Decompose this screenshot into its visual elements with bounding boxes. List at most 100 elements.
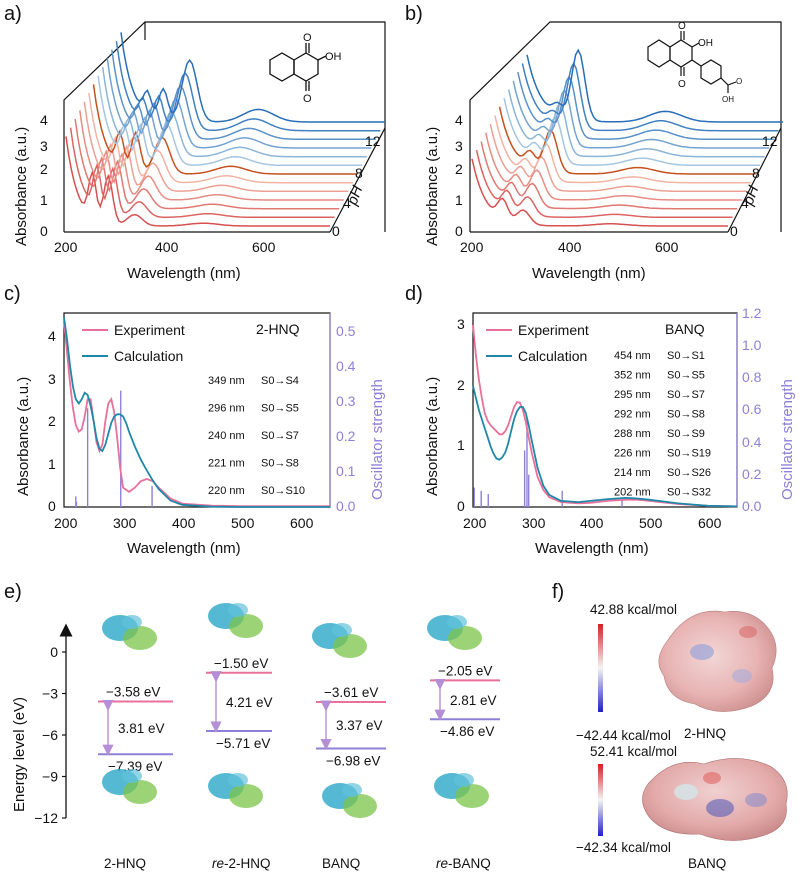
panel-d-y2tick: 1.0 xyxy=(742,337,762,353)
esp-min-2-hnq: −42.44 kcal/mol xyxy=(576,728,671,743)
panel-d-letter: d) xyxy=(405,283,423,305)
legend-calculation-label: Calculation xyxy=(518,348,587,364)
lumo-label: −3.61 eV xyxy=(324,685,378,700)
panel-c-y2tick: 0.3 xyxy=(336,393,356,409)
column-name: 2-HNQ xyxy=(104,856,146,871)
series-experiment xyxy=(63,321,330,508)
esp-colorbar-banq xyxy=(598,764,603,836)
panel-d-xlabel: Wavelength (nm) xyxy=(535,540,649,557)
panel-b-z-axis xyxy=(727,127,782,233)
transition-wavelength: 240 nm xyxy=(208,430,245,442)
orbital-lobe xyxy=(229,614,263,638)
panel-b-frame xyxy=(469,21,782,232)
svg-text:O: O xyxy=(303,93,312,105)
panel-c-plot xyxy=(63,317,330,508)
waterfall-series xyxy=(97,75,363,167)
transition-label: S0→S9 xyxy=(667,428,705,440)
waterfall-series xyxy=(521,61,779,132)
panel-b-ztick: 12 xyxy=(762,133,778,149)
column-name: re-2-HNQ xyxy=(212,856,271,871)
panel-c-y2tick: 0.5 xyxy=(336,323,356,339)
esp-compound-2-hnq: 2-HNQ xyxy=(684,726,726,741)
orbital-lobe xyxy=(122,769,142,783)
waterfall-series xyxy=(83,101,349,193)
transition-wavelength: 295 nm xyxy=(614,389,651,401)
panel-c-xtick: 400 xyxy=(172,515,196,531)
panel-a-ytick: 3 xyxy=(40,138,48,154)
gap-label: 2.81 eV xyxy=(450,693,497,708)
transition-label: S0→S5 xyxy=(667,370,705,382)
panel-c-xtick: 200 xyxy=(54,515,78,531)
waterfall-series xyxy=(471,158,728,227)
orbital-lobe xyxy=(343,794,377,818)
svg-text:OH: OH xyxy=(698,38,713,49)
panel-b-curves xyxy=(471,48,783,227)
transition-wavelength: 349 nm xyxy=(208,375,245,387)
orbital-lobe xyxy=(123,626,157,650)
svg-text:O: O xyxy=(678,21,686,32)
orbital-lobe xyxy=(454,773,474,787)
panel-d-xtick: 500 xyxy=(639,515,663,531)
waterfall-series xyxy=(88,92,353,184)
waterfall-series xyxy=(489,123,747,193)
waterfall-series xyxy=(526,48,783,123)
transition-label: S0→S10 xyxy=(261,485,305,497)
svg-text:OH: OH xyxy=(325,51,342,63)
orbital-lobe xyxy=(228,603,248,617)
panel-c-x-ticks: 200 300 400 500 600 xyxy=(54,515,314,531)
transition-label: S0→S32 xyxy=(667,487,711,499)
esp-max-2-hnq: 42.88 kcal/mol xyxy=(590,602,677,617)
waterfall-series xyxy=(115,40,381,132)
panel-d-y-ticks: 0 1 2 3 xyxy=(457,316,465,514)
transition-label: S0→S7 xyxy=(667,389,705,401)
transition-label: S0→S26 xyxy=(667,467,711,479)
panel-c-letter: c) xyxy=(4,283,21,305)
panel-a: a) 0 1 2 3 4 Absorbance (a.u.) 200 400 6… xyxy=(4,3,386,282)
panel-a-zlabel: pH xyxy=(343,183,366,208)
panel-c-y2tick: 0.1 xyxy=(336,463,356,479)
panel-c-compound: 2-HNQ xyxy=(256,321,300,337)
panel-d-x-ticks: 200 300 400 500 600 xyxy=(463,515,722,531)
orbital-lobe xyxy=(447,615,467,629)
energy-levels: −3.58 eV−7.39 eV3.81 eV2-HNQ−1.50 eV−5.7… xyxy=(98,656,500,871)
legend-experiment-label: Experiment xyxy=(518,322,589,338)
orbital-lobe xyxy=(229,784,263,808)
panel-c-xtick: 600 xyxy=(290,515,314,531)
waterfall-series xyxy=(106,58,372,149)
waterfall-series xyxy=(79,110,344,201)
orbital-lobe xyxy=(123,780,157,804)
panel-a-ztick: 8 xyxy=(355,165,363,181)
panel-c-y-ticks: 0 1 2 3 4 xyxy=(48,328,56,514)
transition-label: S0→S8 xyxy=(261,458,299,470)
waterfall-series xyxy=(111,49,376,141)
panel-b-ytick: 1 xyxy=(455,192,463,208)
panel-c-xtick: 500 xyxy=(231,515,255,531)
panel-a-ytick: 1 xyxy=(40,192,48,208)
panel-b-x-ticks: 200 400 600 xyxy=(460,239,679,255)
esp-colorbar-2-hnq xyxy=(598,624,603,712)
panel-d-xtick: 600 xyxy=(698,515,722,531)
panel-d-xtick: 300 xyxy=(522,515,546,531)
svg-text:O: O xyxy=(678,79,686,90)
panel-a-z-axis xyxy=(329,127,386,233)
panel-c-transitions: 349 nm S0→S4 296 nm S0→S5 240 nm S0→S7 221 nm S… xyxy=(208,375,305,497)
waterfall-series xyxy=(517,71,774,141)
panel-b-y-ticks: 0 1 2 3 4 xyxy=(455,112,463,239)
series-calculation xyxy=(63,317,330,508)
gap-label: 3.37 eV xyxy=(336,718,383,733)
panel-a-curves xyxy=(65,32,385,227)
energy-axis-ticks: 0 −3 −6 −9 −12 xyxy=(34,644,66,826)
panel-c-ytick: 4 xyxy=(48,328,56,344)
molecule-banq: OH O O O OH xyxy=(647,21,742,104)
esp-surface-2-hnq xyxy=(658,610,777,712)
transition-wavelength: 214 nm xyxy=(614,467,651,479)
esp-surface-banq xyxy=(642,758,788,841)
panel-c-y2tick: 0.2 xyxy=(336,428,356,444)
waterfall-series xyxy=(512,80,770,149)
panel-c-ylabel: Absorbance (a.u.) xyxy=(15,377,32,496)
panel-c-ytick: 1 xyxy=(48,456,56,472)
panel-d-ytick: 2 xyxy=(457,377,465,393)
panel-b-ztick: 0 xyxy=(730,223,738,239)
transition-wavelength: 202 nm xyxy=(614,487,651,499)
